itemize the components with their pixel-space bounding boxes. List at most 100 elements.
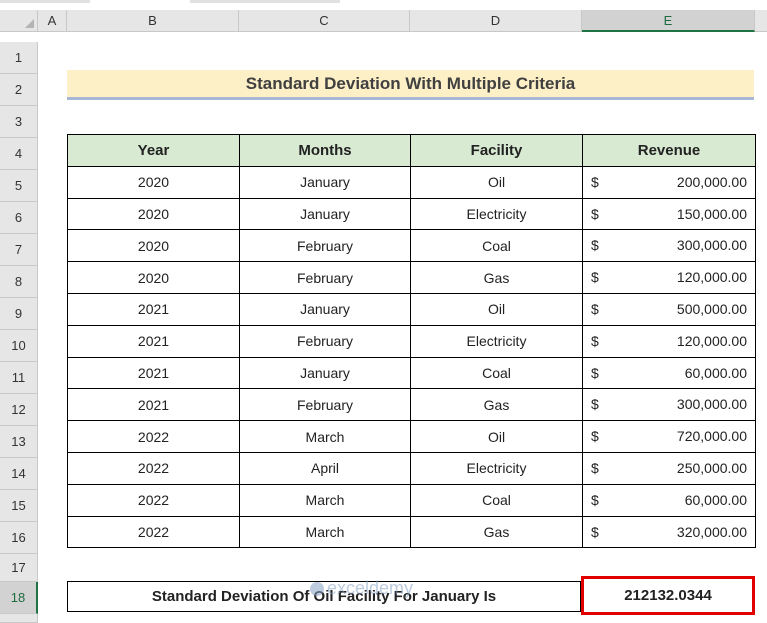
cell-facility[interactable]: Electricity	[410, 324, 583, 358]
cell-month[interactable]: February	[239, 261, 411, 294]
cell-year[interactable]: 2022	[67, 515, 240, 549]
column-header-d[interactable]: D	[410, 10, 582, 32]
row-header[interactable]: 13	[0, 426, 38, 458]
column-header-c[interactable]: C	[239, 10, 410, 32]
cell-year[interactable]: 2022	[67, 451, 240, 485]
watermark-text: exceldemy	[327, 578, 414, 598]
cell-revenue[interactable]: $320,000.00	[582, 515, 756, 549]
cell-revenue[interactable]: $150,000.00	[582, 197, 756, 231]
column-header-b[interactable]: B	[67, 10, 239, 32]
sheet-title[interactable]: Standard Deviation With Multiple Criteri…	[67, 70, 754, 100]
cell-revenue[interactable]: $500,000.00	[582, 292, 756, 326]
revenue-amount: 300,000.00	[676, 396, 747, 413]
cell-facility[interactable]: Gas	[410, 388, 583, 422]
cell-month[interactable]: March	[239, 420, 411, 453]
cell-year[interactable]: 2020	[67, 229, 240, 263]
cell-revenue[interactable]: $300,000.00	[582, 229, 756, 263]
header-year[interactable]: Year	[67, 134, 240, 167]
cell-month[interactable]: March	[239, 515, 411, 549]
table-row: 2021 January Oil $500,000.00	[67, 292, 756, 326]
cell-year[interactable]: 2021	[67, 388, 240, 422]
row-header[interactable]	[0, 614, 38, 623]
cell-revenue[interactable]: $60,000.00	[582, 356, 756, 390]
cell-month[interactable]: February	[239, 229, 411, 263]
cell-year[interactable]: 2021	[67, 292, 240, 326]
cell-month[interactable]: January	[239, 292, 411, 326]
cell-month[interactable]: February	[239, 324, 411, 358]
cell-facility[interactable]: Oil	[410, 292, 583, 326]
cell-year[interactable]: 2020	[67, 261, 240, 294]
cell-month[interactable]: February	[239, 388, 411, 422]
cell-year[interactable]: 2021	[67, 324, 240, 358]
cell-facility[interactable]: Coal	[410, 356, 583, 390]
result-value-cell[interactable]: 212132.0344	[581, 576, 755, 615]
header-revenue[interactable]: Revenue	[582, 134, 756, 167]
currency-symbol: $	[591, 364, 599, 381]
currency-symbol: $	[591, 428, 599, 445]
cell-year[interactable]: 2020	[67, 165, 240, 199]
cell-year[interactable]: 2022	[67, 483, 240, 517]
cell-revenue[interactable]: $200,000.00	[582, 165, 756, 199]
revenue-amount: 60,000.00	[684, 364, 747, 381]
cell-facility[interactable]: Electricity	[410, 197, 583, 231]
currency-symbol: $	[591, 173, 599, 190]
cell-revenue[interactable]: $300,000.00	[582, 388, 756, 422]
table-row: 2021 January Coal $60,000.00	[67, 356, 756, 390]
cell-month[interactable]: April	[239, 451, 411, 485]
cell-facility[interactable]: Gas	[410, 515, 583, 549]
cell-year[interactable]: 2020	[67, 197, 240, 231]
table-header-row: Year Months Facility Revenue	[67, 134, 756, 167]
row-header[interactable]: 1	[0, 42, 38, 74]
cell-month[interactable]: January	[239, 356, 411, 390]
cell-year[interactable]: 2022	[67, 420, 240, 453]
row-header[interactable]: 4	[0, 138, 38, 170]
row-header[interactable]: 3	[0, 106, 38, 138]
row-header[interactable]: 10	[0, 330, 38, 362]
cell-facility[interactable]: Coal	[410, 483, 583, 517]
cell-facility[interactable]: Gas	[410, 261, 583, 294]
header-facility[interactable]: Facility	[410, 134, 583, 167]
row-header[interactable]: 16	[0, 522, 38, 554]
row-header[interactable]: 6	[0, 202, 38, 234]
cell-revenue[interactable]: $250,000.00	[582, 451, 756, 485]
cell-facility[interactable]: Coal	[410, 229, 583, 263]
table-row: 2020 February Coal $300,000.00	[67, 229, 756, 263]
row-header[interactable]: 7	[0, 234, 38, 266]
select-all-button[interactable]	[0, 10, 38, 32]
column-header-f[interactable]	[755, 10, 767, 32]
row-header[interactable]: 5	[0, 170, 38, 202]
currency-symbol: $	[591, 332, 599, 349]
ribbon-segment	[190, 0, 340, 3]
header-months[interactable]: Months	[239, 134, 411, 167]
revenue-table: Year Months Facility Revenue 2020 January…	[67, 134, 756, 549]
row-header[interactable]: 12	[0, 394, 38, 426]
column-header-a[interactable]: A	[38, 10, 67, 32]
cell-revenue[interactable]: $60,000.00	[582, 483, 756, 517]
select-all-triangle-icon	[25, 19, 34, 28]
row-header[interactable]: 18	[0, 582, 38, 614]
cell-revenue[interactable]: $120,000.00	[582, 324, 756, 358]
revenue-amount: 500,000.00	[676, 300, 747, 317]
row-header[interactable]: 9	[0, 298, 38, 330]
column-header-e[interactable]: E	[582, 10, 755, 32]
row-header[interactable]: 8	[0, 266, 38, 298]
cell-facility[interactable]: Oil	[410, 420, 583, 453]
row-header[interactable]: 17	[0, 554, 38, 582]
cell-year[interactable]: 2021	[67, 356, 240, 390]
currency-symbol: $	[591, 523, 599, 540]
cell-revenue[interactable]: $720,000.00	[582, 420, 756, 453]
revenue-amount: 120,000.00	[676, 269, 747, 286]
cell-month[interactable]: March	[239, 483, 411, 517]
cell-revenue[interactable]: $120,000.00	[582, 261, 756, 294]
row-header[interactable]: 11	[0, 362, 38, 394]
cell-month[interactable]: January	[239, 165, 411, 199]
currency-symbol: $	[591, 459, 599, 476]
row-header[interactable]: 15	[0, 490, 38, 522]
result-label[interactable]: Standard Deviation Of Oil Facility For J…	[67, 581, 581, 612]
revenue-amount: 60,000.00	[684, 491, 747, 508]
row-header[interactable]: 2	[0, 74, 38, 106]
row-header[interactable]: 14	[0, 458, 38, 490]
cell-facility[interactable]: Oil	[410, 165, 583, 199]
cell-month[interactable]: January	[239, 197, 411, 231]
cell-facility[interactable]: Electricity	[410, 451, 583, 485]
